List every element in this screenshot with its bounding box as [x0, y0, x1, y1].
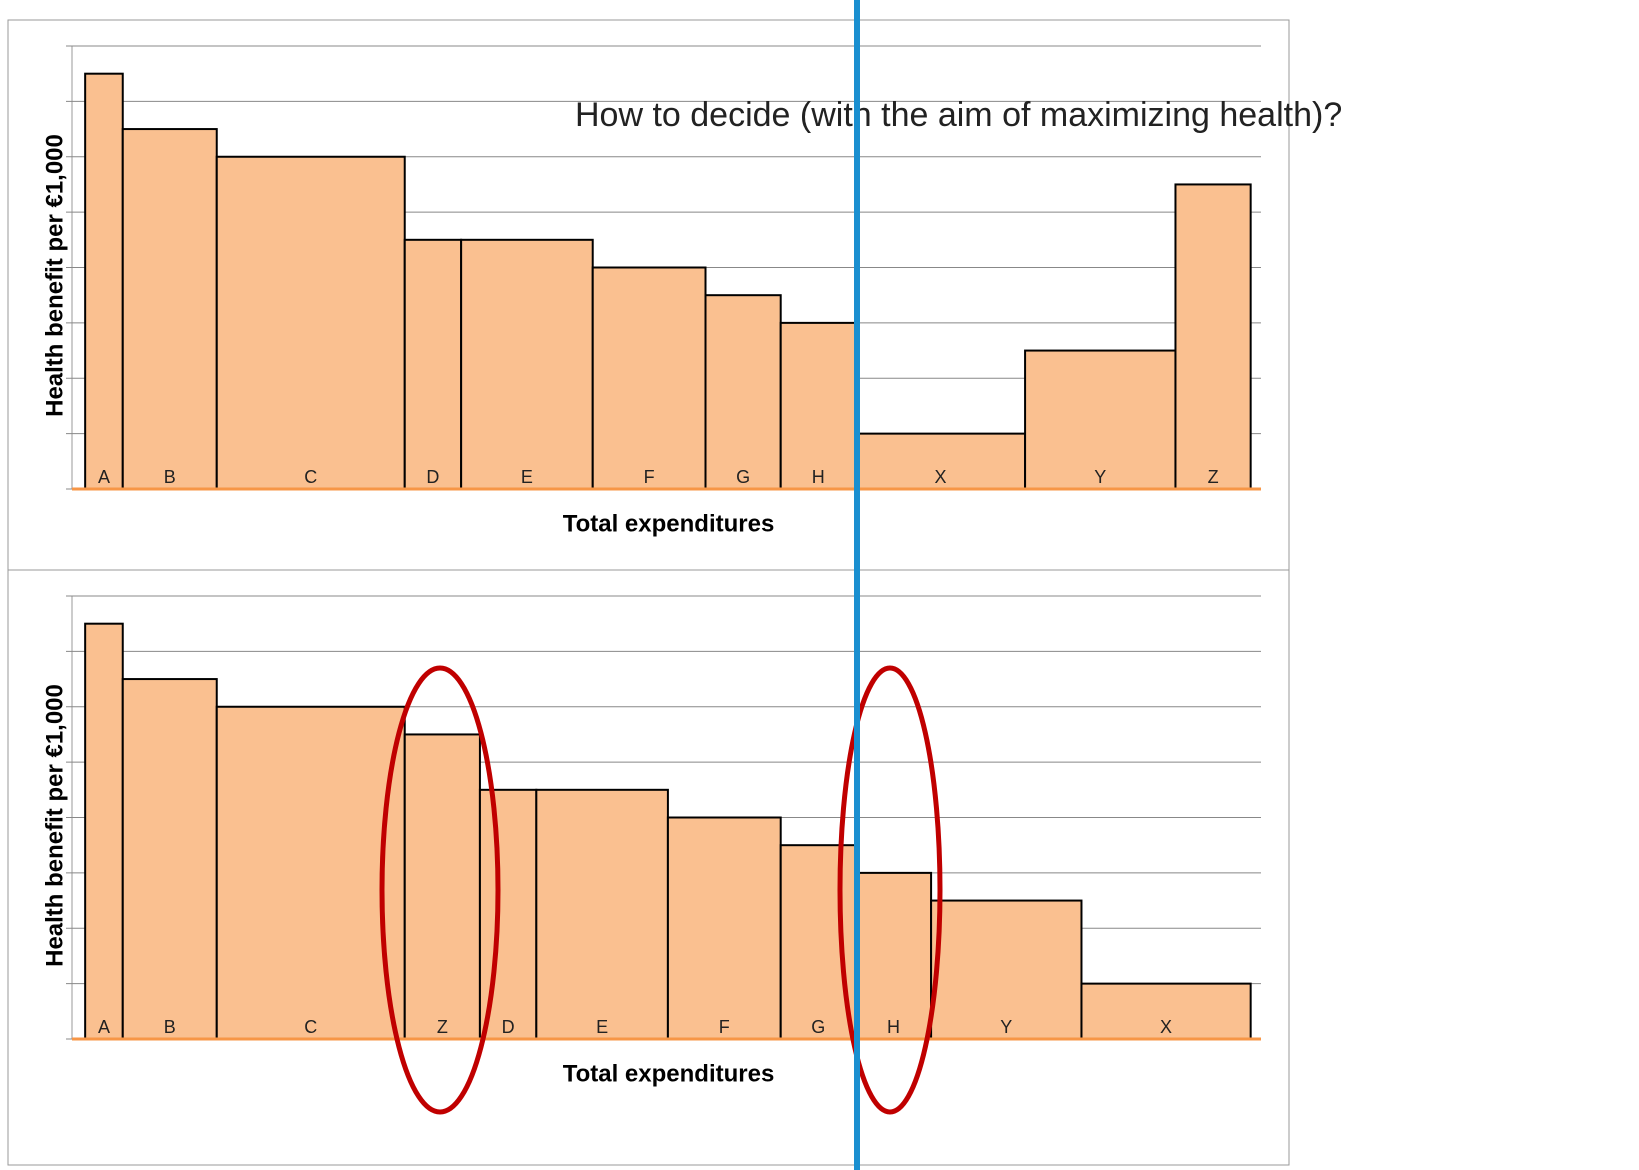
category-label: H [887, 1017, 900, 1037]
chart-frame [7, 569, 1290, 1166]
bar [84, 622, 124, 1040]
bar [930, 899, 1083, 1040]
category-label: A [98, 1017, 110, 1037]
bar [403, 238, 463, 490]
category-label: E [596, 1017, 608, 1037]
bar [704, 294, 782, 490]
category-label: B [164, 467, 176, 487]
bar [403, 733, 481, 1040]
category-label: E [521, 467, 533, 487]
category-label: Z [1208, 467, 1219, 487]
category-label: B [164, 1017, 176, 1037]
category-label: C [304, 1017, 317, 1037]
bar [591, 266, 707, 490]
bar [854, 871, 933, 1040]
bar [84, 72, 124, 490]
x-axis-label: Total expenditures [563, 1060, 775, 1087]
bar [460, 238, 594, 490]
bar [1080, 982, 1252, 1040]
category-label: G [811, 1017, 825, 1037]
bar [535, 788, 669, 1040]
category-label: D [426, 467, 439, 487]
category-label: F [719, 1017, 730, 1037]
category-label: X [1160, 1017, 1172, 1037]
category-label: Z [437, 1017, 448, 1037]
category-label: D [502, 1017, 515, 1037]
highlight-ellipse [837, 665, 943, 1115]
category-label: G [736, 467, 750, 487]
category-label: C [304, 467, 317, 487]
y-axis-label: Health benefit per €1,000 [41, 684, 68, 967]
bar [215, 155, 406, 490]
bar [121, 128, 218, 490]
bar [121, 678, 218, 1040]
y-axis-label: Health benefit per €1,000 [41, 134, 68, 417]
bar [1174, 183, 1252, 490]
category-label: X [934, 467, 946, 487]
charts: A B C D E F G H X Y Z Total expenditures Health bene… [41, 45, 1261, 1087]
bar [779, 321, 857, 490]
category-label: Y [1094, 467, 1106, 487]
bar [779, 844, 857, 1040]
heading: How to decide (with the aim of maximizin… [575, 96, 1342, 134]
bar [666, 816, 782, 1040]
category-label: A [98, 467, 110, 487]
bar [215, 705, 406, 1040]
highlight-ellipse [379, 665, 501, 1115]
x-axis-label: Total expenditures [563, 510, 775, 537]
category-label: Y [1000, 1017, 1012, 1037]
category-label: H [812, 467, 825, 487]
category-label: F [644, 467, 655, 487]
